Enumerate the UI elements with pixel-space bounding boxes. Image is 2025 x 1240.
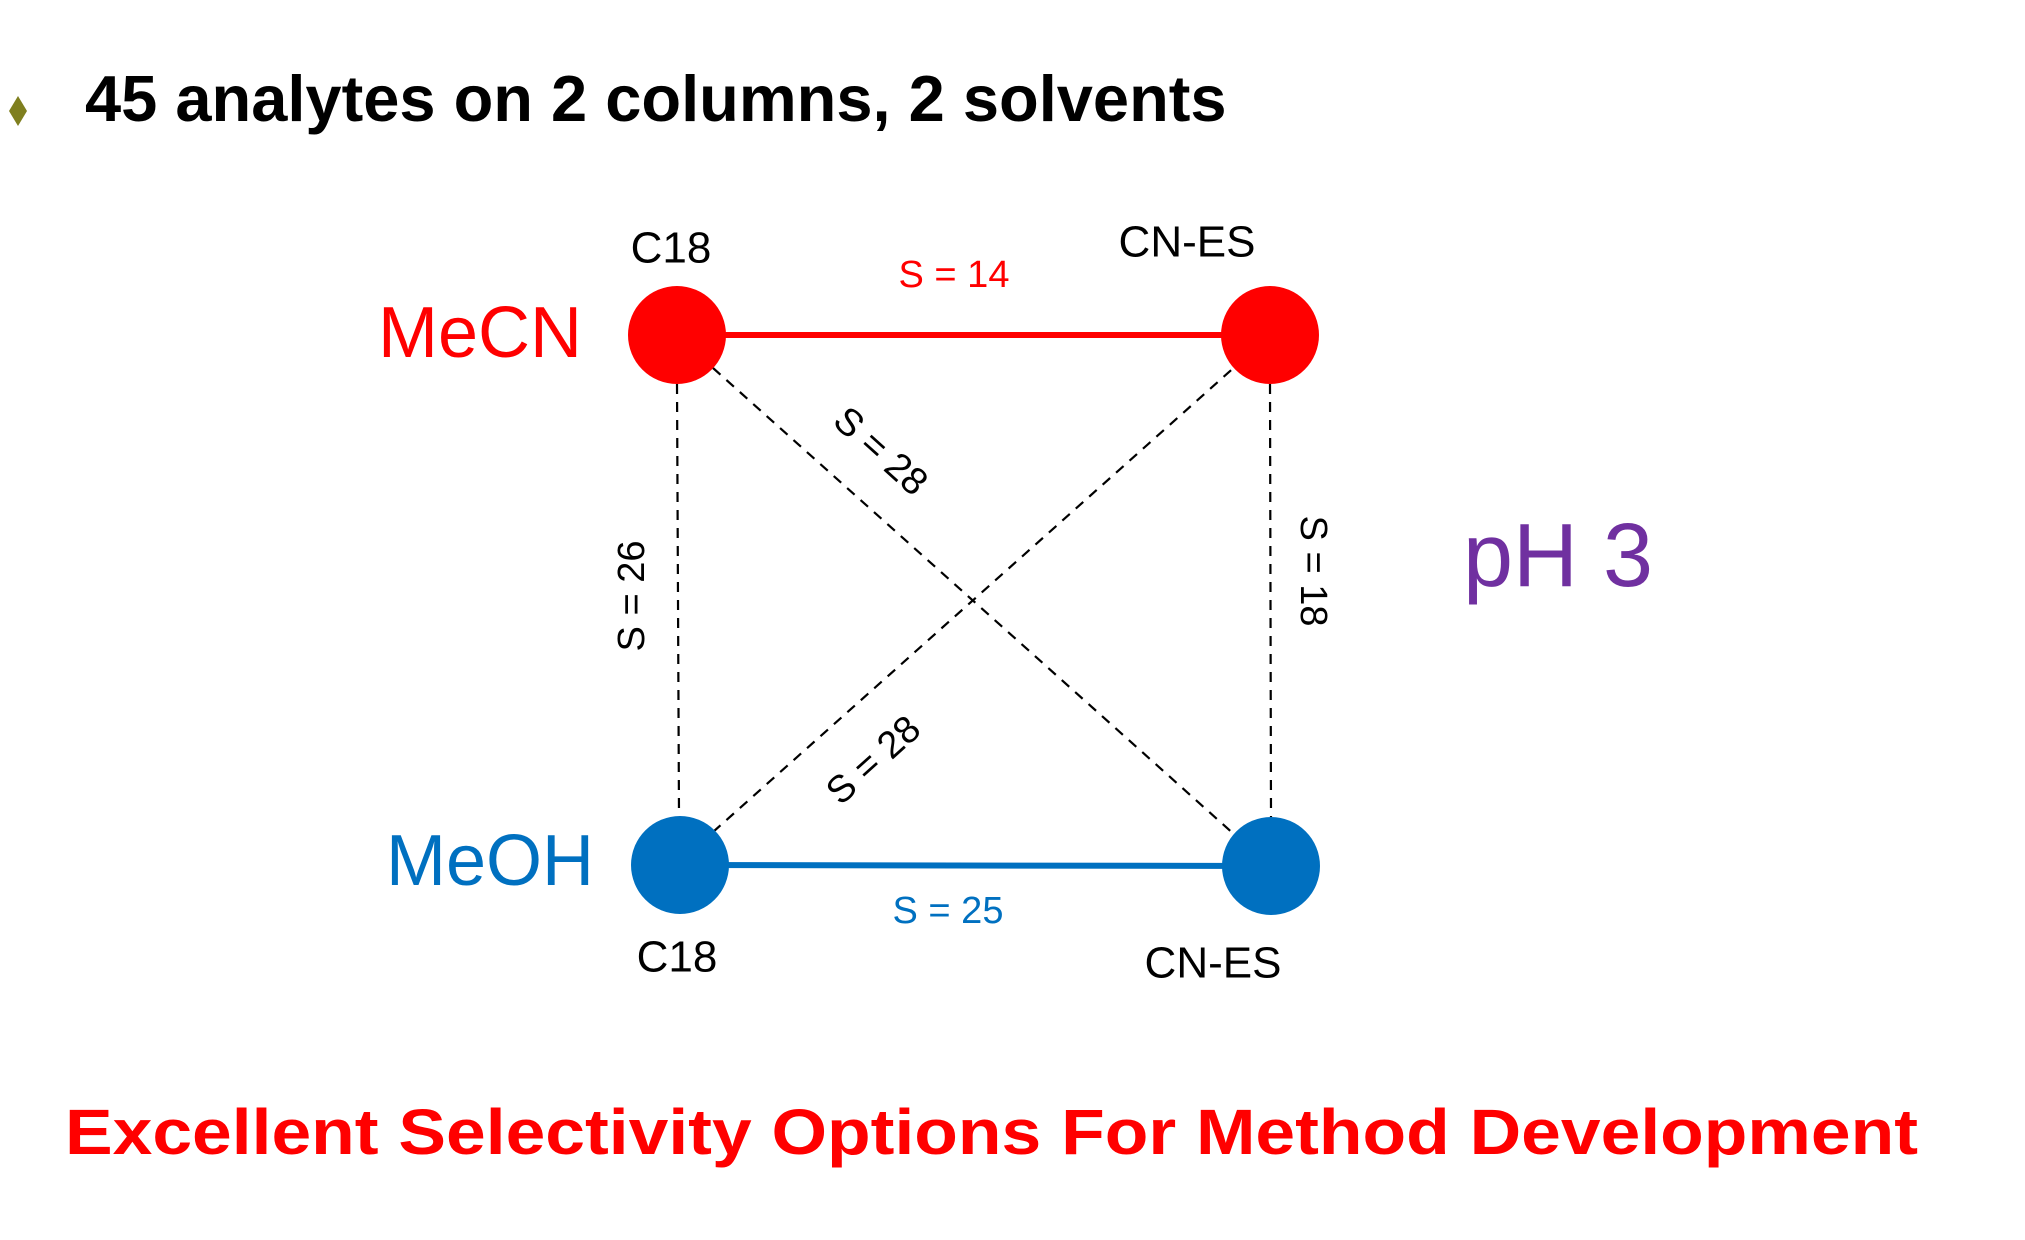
footer: Excellent Selectivity Options For Method…: [65, 1096, 1918, 1168]
solvent-label: MeOH: [386, 821, 594, 901]
node-label: CN-ES: [1119, 218, 1256, 267]
edge-label: S = 25: [893, 890, 1004, 932]
node: [1222, 817, 1320, 915]
edge-line: [679, 862, 1272, 869]
edge-label: S = 14: [899, 254, 1010, 296]
node-label: C18: [631, 224, 712, 273]
edge-line: [712, 363, 1239, 833]
node-label: CN-ES: [1145, 939, 1282, 988]
node: [631, 816, 729, 914]
edge-line: [712, 367, 1237, 837]
node: [1221, 286, 1319, 384]
condition-label: pH 3: [1463, 506, 1653, 606]
edge-line: [1268, 383, 1273, 818]
bullet: [9, 96, 27, 126]
node-label: C18: [637, 933, 718, 982]
title: 45 analytes on 2 columns, 2 solvents: [85, 62, 1227, 135]
edge-label: S = 26: [611, 541, 653, 652]
node: [628, 286, 726, 384]
edge-line: [675, 383, 681, 817]
solvent-label: MeCN: [378, 293, 582, 373]
edge-label: S = 18: [1292, 516, 1334, 627]
